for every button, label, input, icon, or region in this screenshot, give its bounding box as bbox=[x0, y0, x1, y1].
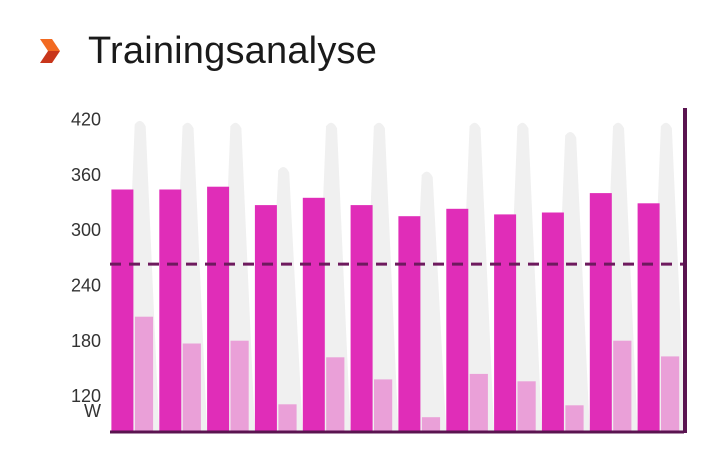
bar-secondary bbox=[326, 357, 345, 432]
bar-secondary bbox=[565, 405, 584, 432]
bar-primary bbox=[398, 216, 421, 432]
bar-secondary bbox=[278, 404, 297, 432]
bar-primary bbox=[302, 197, 325, 432]
bar-secondary bbox=[517, 381, 536, 432]
y-unit-label: W bbox=[84, 401, 101, 421]
chevron-right-icon bbox=[40, 39, 60, 63]
bar-secondary bbox=[421, 417, 441, 432]
bar-secondary bbox=[374, 379, 393, 432]
chart-header: Trainingsanalyse bbox=[36, 26, 377, 76]
y-tick-label: 180 bbox=[71, 331, 101, 351]
bar-primary bbox=[254, 205, 277, 432]
y-tick-label: 120 bbox=[71, 386, 101, 406]
bar-primary bbox=[541, 212, 564, 432]
bar-secondary bbox=[230, 340, 249, 432]
page-title: Trainingsanalyse bbox=[88, 29, 378, 72]
bar-primary bbox=[637, 203, 660, 432]
bar-secondary bbox=[469, 373, 488, 432]
bar-primary bbox=[446, 208, 469, 432]
bar-secondary bbox=[613, 340, 632, 432]
y-tick-label: 360 bbox=[71, 165, 101, 185]
bar-primary bbox=[159, 189, 182, 432]
bar-primary bbox=[350, 205, 373, 432]
y-tick-label: 240 bbox=[71, 275, 101, 295]
bar-primary bbox=[589, 193, 612, 432]
bar-primary bbox=[111, 189, 134, 432]
bar-secondary bbox=[661, 356, 680, 432]
y-tick-label: 420 bbox=[71, 109, 101, 129]
bar-secondary bbox=[182, 343, 201, 432]
bar-primary bbox=[207, 186, 230, 432]
y-tick-label: 300 bbox=[71, 220, 101, 240]
bar-primary bbox=[494, 214, 517, 432]
bar-secondary bbox=[134, 316, 154, 432]
